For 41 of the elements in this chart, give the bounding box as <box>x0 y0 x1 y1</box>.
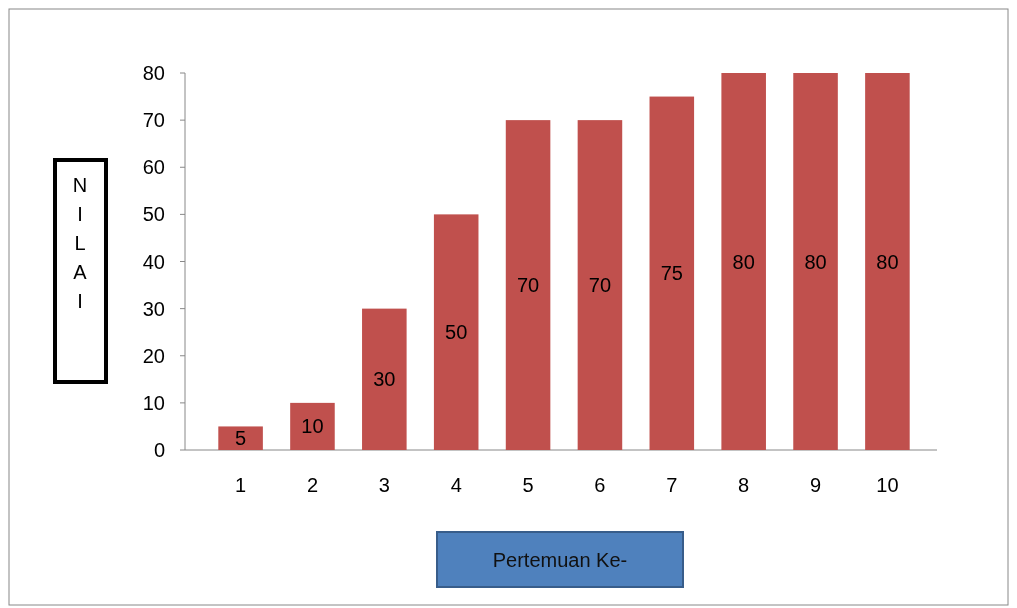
y-tick-label: 30 <box>142 297 165 320</box>
data-label: 70 <box>516 274 540 297</box>
x-tick-label: 9 <box>809 474 822 496</box>
data-label: 10 <box>301 415 324 438</box>
bar <box>218 426 263 450</box>
y-tick-label: 10 <box>142 391 165 414</box>
y-tick-label: 70 <box>142 109 165 132</box>
y-tick-label: 20 <box>142 344 165 367</box>
x-tick-label: 8 <box>738 474 750 496</box>
data-label: 5 <box>235 427 247 450</box>
x-axis-title: Pertemuan Ke- <box>492 549 628 571</box>
x-tick-label: 3 <box>378 474 390 496</box>
y-tick-label: 0 <box>153 439 165 461</box>
data-label: 50 <box>445 321 468 344</box>
data-label: 30 <box>373 368 396 391</box>
x-tick-label: 1 <box>235 474 247 496</box>
bar <box>793 73 838 450</box>
x-tick-label: 4 <box>450 474 462 496</box>
y-tick-label: 40 <box>142 250 165 273</box>
data-label: 80 <box>876 250 899 273</box>
bar <box>433 214 479 450</box>
bar <box>577 120 623 450</box>
x-tick-label: 10 <box>876 474 899 496</box>
data-label: 70 <box>588 274 612 297</box>
bar <box>865 73 910 450</box>
bar <box>649 96 695 450</box>
bar <box>362 308 407 450</box>
x-tick-label: 5 <box>522 474 534 496</box>
y-axis-title: NILAI <box>72 174 88 312</box>
data-label: 80 <box>804 250 827 273</box>
x-tick-label: 2 <box>306 474 319 496</box>
y-tick-label: 50 <box>142 203 165 226</box>
bar <box>721 73 766 450</box>
y-tick-label: 60 <box>142 156 165 179</box>
data-label: 80 <box>732 250 755 273</box>
bar <box>290 402 335 450</box>
x-tick-label: 6 <box>594 474 606 496</box>
y-tick-label: 80 <box>142 62 165 84</box>
x-tick-label: 7 <box>666 474 678 496</box>
data-label: 75 <box>660 262 683 285</box>
bar <box>505 120 551 450</box>
